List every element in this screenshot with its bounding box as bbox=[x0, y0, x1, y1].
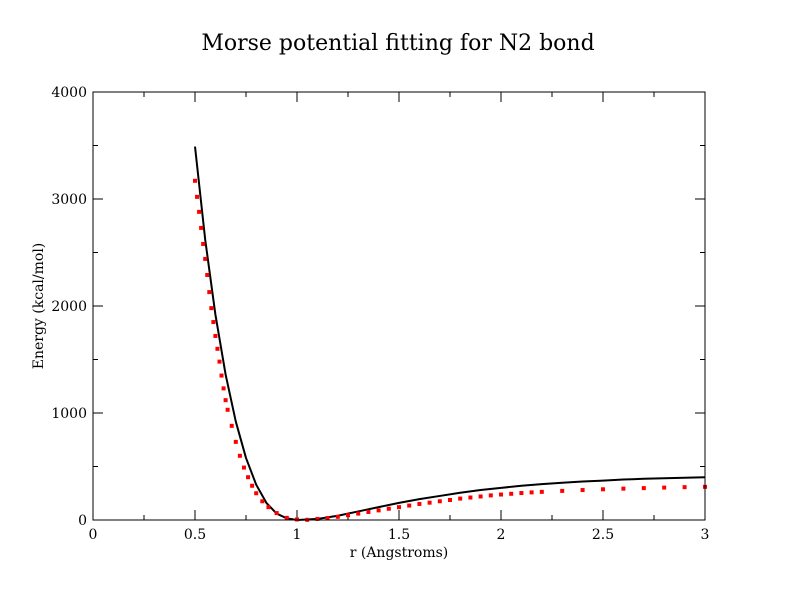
data-point-data bbox=[237, 453, 242, 458]
x-tick-label: 2.5 bbox=[592, 527, 614, 543]
data-point-data bbox=[427, 500, 432, 505]
y-tick-label: 0 bbox=[78, 513, 87, 529]
data-point-data bbox=[199, 225, 204, 230]
x-tick-label: 0 bbox=[89, 527, 98, 543]
data-point-data bbox=[509, 491, 514, 496]
data-point-data bbox=[366, 509, 371, 514]
x-tick-label: 3 bbox=[701, 527, 710, 543]
y-tick-label: 1000 bbox=[51, 406, 87, 422]
data-point-data bbox=[233, 439, 238, 444]
data-point-data bbox=[539, 489, 544, 494]
x-tick-label: 2 bbox=[497, 527, 506, 543]
data-point-data bbox=[386, 506, 391, 511]
data-point-data bbox=[221, 386, 226, 391]
data-point-data bbox=[448, 497, 452, 502]
data-point-data bbox=[201, 241, 206, 246]
data-point-data bbox=[397, 505, 401, 510]
data-point-data bbox=[193, 178, 197, 183]
data-point-data bbox=[346, 513, 350, 518]
data-point-data bbox=[246, 475, 251, 480]
data-point-data bbox=[641, 486, 646, 491]
data-point-data bbox=[274, 511, 279, 516]
data-point-data bbox=[266, 505, 271, 510]
plot-area bbox=[193, 146, 707, 522]
data-point-data bbox=[217, 359, 222, 364]
data-point-data bbox=[417, 501, 422, 506]
x-tick-label: 1.5 bbox=[388, 527, 410, 543]
data-point-data bbox=[601, 487, 605, 492]
data-point-data bbox=[519, 491, 524, 496]
data-point-data bbox=[254, 491, 259, 496]
data-point-data bbox=[325, 516, 330, 521]
data-point-data bbox=[203, 256, 208, 261]
data-point-data bbox=[295, 517, 299, 522]
data-point-data bbox=[241, 465, 246, 470]
data-point-data bbox=[284, 515, 289, 520]
data-point-data bbox=[211, 320, 216, 325]
data-point-data bbox=[205, 272, 210, 277]
tick-labels-group: 0 0.5 1 1.5 2 2.5 3 0 1000 2000 3000 4000 bbox=[51, 85, 709, 543]
x-tick-label: 1 bbox=[293, 527, 302, 543]
data-point-data bbox=[682, 485, 687, 490]
series-line-fit bbox=[194, 146, 706, 521]
data-point-data bbox=[250, 483, 255, 488]
data-point-data bbox=[499, 492, 503, 497]
data-point-data bbox=[197, 209, 202, 214]
data-point-data bbox=[468, 495, 473, 500]
data-point-data bbox=[437, 499, 442, 504]
data-point-data bbox=[407, 503, 412, 508]
y-tick-label: 4000 bbox=[51, 85, 87, 101]
data-point-data bbox=[229, 423, 234, 428]
y-axis-label: Energy (kcal/mol) bbox=[31, 243, 47, 370]
data-point-data bbox=[478, 494, 483, 499]
data-point-data bbox=[195, 194, 200, 199]
data-point-data bbox=[225, 407, 230, 412]
data-point-data bbox=[356, 511, 361, 516]
plot-frame bbox=[92, 91, 706, 521]
data-point-data bbox=[260, 499, 265, 504]
data-point-data bbox=[662, 485, 667, 490]
x-axis-label: r (Angstroms) bbox=[350, 545, 449, 561]
data-point-data bbox=[335, 514, 340, 519]
data-point-data bbox=[315, 516, 320, 521]
y-tick-label: 3000 bbox=[51, 192, 87, 208]
data-point-data bbox=[215, 346, 220, 351]
x-tick-label: 0.5 bbox=[184, 527, 206, 543]
data-point-data bbox=[488, 493, 493, 498]
data-point-data bbox=[376, 508, 381, 513]
data-point-data bbox=[580, 488, 585, 493]
data-point-data bbox=[621, 486, 626, 491]
ticks-group bbox=[92, 91, 706, 521]
data-point-data bbox=[207, 290, 212, 295]
data-point-data bbox=[219, 373, 224, 378]
data-point-data bbox=[529, 490, 534, 495]
chart-title: Morse potential fitting for N2 bond bbox=[201, 31, 594, 56]
data-point-data bbox=[560, 488, 565, 493]
data-point-data bbox=[209, 306, 214, 311]
y-tick-label: 2000 bbox=[51, 299, 87, 315]
data-point-data bbox=[213, 333, 218, 338]
data-point-data bbox=[223, 398, 228, 403]
data-point-data bbox=[458, 496, 463, 501]
